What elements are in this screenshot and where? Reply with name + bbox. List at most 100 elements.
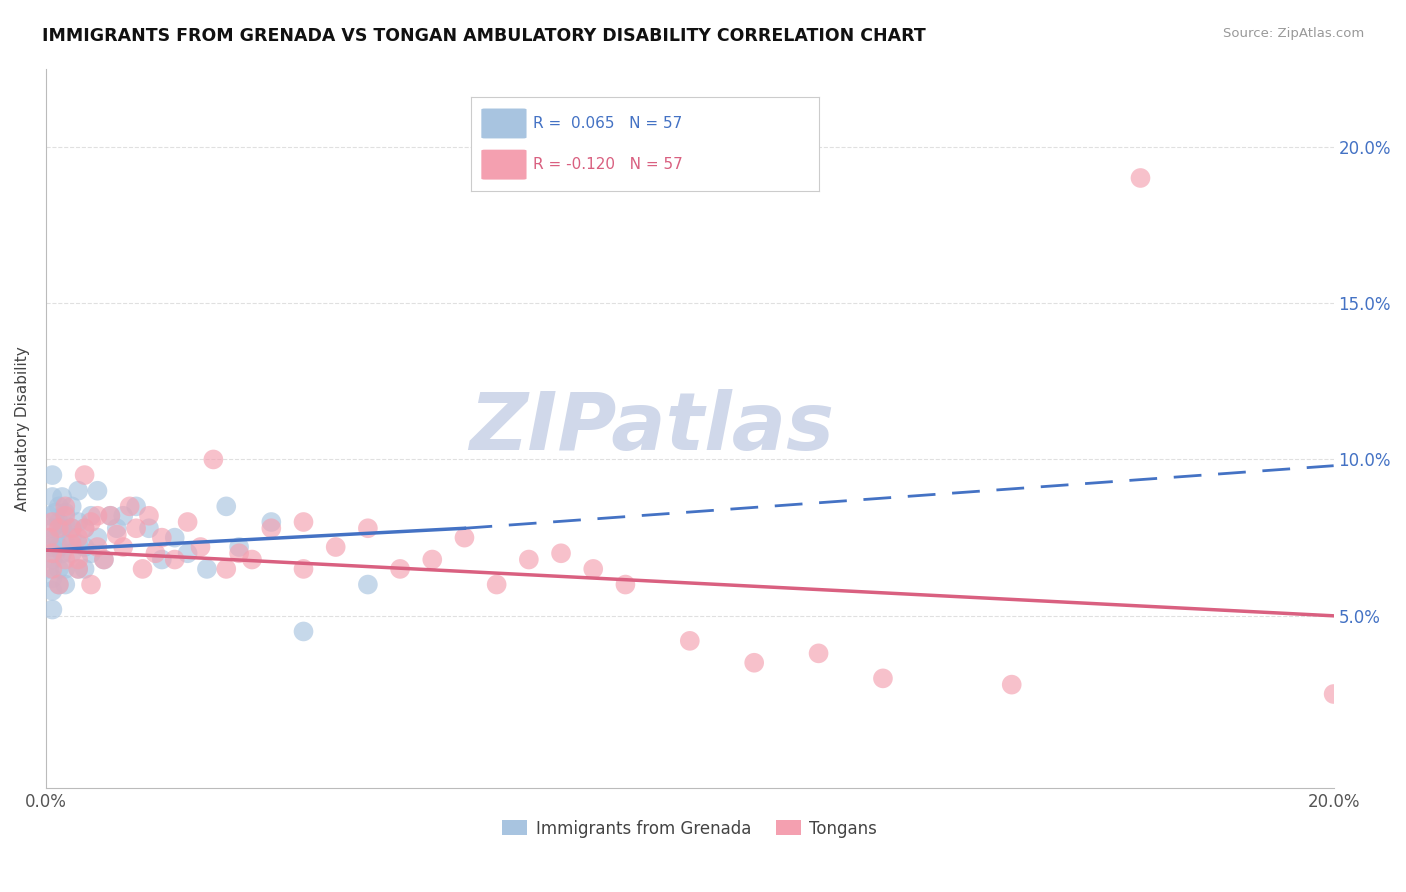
Point <box>190 540 212 554</box>
Point <box>105 527 128 541</box>
Point <box>86 508 108 523</box>
Point <box>118 500 141 514</box>
Point <box>228 540 250 554</box>
Point <box>742 656 765 670</box>
Point <box>41 583 63 598</box>
Point <box>41 515 63 529</box>
Point <box>86 483 108 498</box>
Point <box>41 521 63 535</box>
Point <box>73 468 96 483</box>
Point <box>67 552 90 566</box>
Point <box>41 571 63 585</box>
Point <box>41 490 63 504</box>
Point <box>38 531 60 545</box>
Point <box>38 562 60 576</box>
Point <box>176 515 198 529</box>
Point <box>73 521 96 535</box>
Legend: Immigrants from Grenada, Tongans: Immigrants from Grenada, Tongans <box>496 813 884 844</box>
Point <box>51 490 73 504</box>
Point <box>93 552 115 566</box>
Point <box>195 562 218 576</box>
Point <box>67 562 90 576</box>
Point <box>125 521 148 535</box>
Point <box>112 540 135 554</box>
Point <box>163 552 186 566</box>
Point <box>112 508 135 523</box>
Point <box>73 521 96 535</box>
Point <box>420 552 443 566</box>
Point <box>614 577 637 591</box>
Point <box>138 521 160 535</box>
Point <box>93 552 115 566</box>
Point <box>48 521 70 535</box>
Point <box>80 515 103 529</box>
Point <box>60 500 83 514</box>
Point <box>60 521 83 535</box>
Point <box>292 624 315 639</box>
Point <box>807 646 830 660</box>
Point <box>67 562 90 576</box>
Point <box>41 468 63 483</box>
Y-axis label: Ambulatory Disability: Ambulatory Disability <box>15 346 30 510</box>
Point <box>163 531 186 545</box>
Point <box>51 546 73 560</box>
Point <box>325 540 347 554</box>
Point <box>51 521 73 535</box>
Point <box>357 521 380 535</box>
Point <box>53 506 76 520</box>
Point <box>60 537 83 551</box>
Point <box>53 552 76 566</box>
Point <box>1001 678 1024 692</box>
Point <box>215 500 238 514</box>
Point <box>45 506 67 520</box>
Point <box>872 672 894 686</box>
Point <box>389 562 412 576</box>
Point <box>41 602 63 616</box>
Point <box>48 577 70 591</box>
Point <box>80 546 103 560</box>
Point <box>53 562 76 576</box>
Point <box>60 531 83 545</box>
Point <box>48 562 70 576</box>
Point <box>1323 687 1346 701</box>
Point <box>86 540 108 554</box>
Point <box>53 537 76 551</box>
Point <box>98 508 121 523</box>
Point <box>260 515 283 529</box>
Point <box>485 577 508 591</box>
Point <box>150 531 173 545</box>
Point <box>86 531 108 545</box>
Point <box>679 633 702 648</box>
Point <box>150 552 173 566</box>
Point <box>48 577 70 591</box>
Point <box>53 577 76 591</box>
Point <box>53 508 76 523</box>
Point <box>67 483 90 498</box>
Point <box>98 508 121 523</box>
Point <box>73 540 96 554</box>
Point <box>38 531 60 545</box>
Point <box>41 546 63 560</box>
Point <box>60 521 83 535</box>
Point <box>550 546 572 560</box>
Point <box>45 531 67 545</box>
Point <box>1129 171 1152 186</box>
Point <box>53 500 76 514</box>
Point <box>145 546 167 560</box>
Point <box>38 508 60 523</box>
Point <box>48 515 70 529</box>
Point <box>176 546 198 560</box>
Point <box>582 562 605 576</box>
Point <box>60 546 83 560</box>
Point <box>80 577 103 591</box>
Point <box>67 537 90 551</box>
Point <box>80 508 103 523</box>
Point <box>357 577 380 591</box>
Point <box>105 521 128 535</box>
Point <box>125 500 148 514</box>
Point <box>41 552 63 566</box>
Point <box>53 518 76 533</box>
Point <box>215 562 238 576</box>
Point <box>67 531 90 545</box>
Point <box>138 508 160 523</box>
